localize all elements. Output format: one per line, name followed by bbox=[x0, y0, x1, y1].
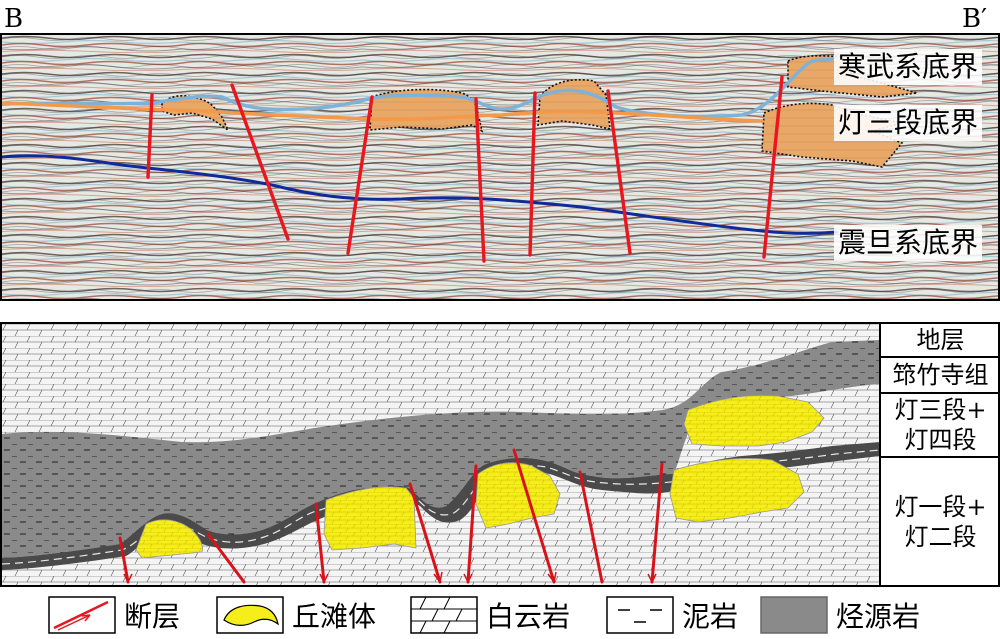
legend-label-fault: 断层 bbox=[124, 599, 181, 633]
legend-label-mudstone: 泥岩 bbox=[682, 599, 739, 633]
legend-label-shoal: 丘滩体 bbox=[292, 599, 377, 633]
fault-icon bbox=[48, 595, 116, 634]
legend-item-mudstone: 泥岩 bbox=[606, 590, 738, 639]
model-shoal-bodies bbox=[135, 395, 825, 559]
stratigraphic-column: 地层 筇竹寺组 灯三段+ 灯四段 灯一段+ 灯二段 bbox=[879, 324, 998, 585]
seismic-faults bbox=[146, 75, 784, 263]
shoal-icon bbox=[216, 595, 284, 634]
dolomite-icon bbox=[410, 595, 478, 634]
mudstone-icon bbox=[606, 595, 674, 634]
horizon-label-sinian: 震旦系底界 bbox=[834, 225, 983, 261]
legend-label-source-rock: 烃源岩 bbox=[836, 599, 921, 633]
geologic-model-drawing bbox=[2, 324, 881, 585]
section-label-b: B bbox=[4, 4, 24, 34]
model-faults bbox=[118, 448, 664, 584]
geologic-model-panel: 地层 筇竹寺组 灯三段+ 灯四段 灯一段+ 灯二段 bbox=[0, 322, 1000, 587]
legend: 断层 丘滩体 白云岩 泥岩 烃源岩 bbox=[0, 590, 1000, 639]
strat-deng34: 灯三段+ 灯四段 bbox=[881, 394, 998, 458]
seismic-section-panel: 寒武系底界 灯三段底界 震旦系底界 bbox=[0, 33, 1000, 301]
section-label-b-prime: B′ bbox=[962, 4, 988, 34]
source-rock-icon bbox=[760, 595, 828, 634]
strat-deng12: 灯一段+ 灯二段 bbox=[894, 492, 987, 551]
legend-item-source-rock: 烃源岩 bbox=[760, 590, 920, 639]
strat-qiongzhusi: 筇竹寺组 bbox=[881, 358, 998, 394]
legend-item-shoal: 丘滩体 bbox=[216, 590, 376, 639]
horizon-label-cambrian: 寒武系底界 bbox=[834, 49, 983, 85]
strat-header: 地层 bbox=[881, 324, 998, 358]
legend-item-fault: 断层 bbox=[48, 590, 180, 639]
legend-item-dolomite: 白云岩 bbox=[410, 590, 570, 639]
horizon-label-deng3: 灯三段底界 bbox=[834, 105, 983, 141]
legend-label-dolomite: 白云岩 bbox=[486, 599, 571, 633]
horizon-lines bbox=[2, 57, 839, 235]
